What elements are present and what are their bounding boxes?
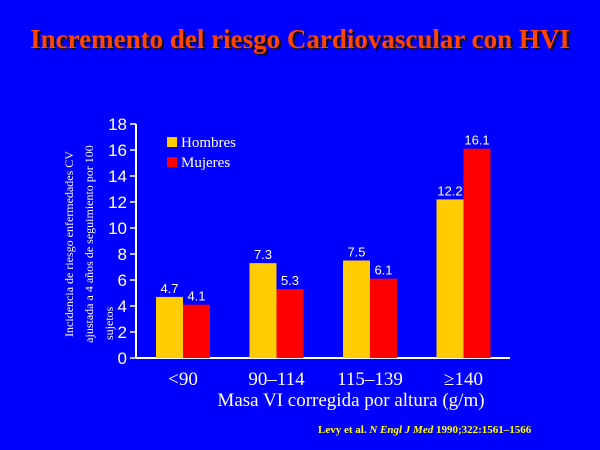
- chart-title: Incremento del riesgo Cardiovascular con…: [30, 24, 570, 54]
- data-label: 16.1: [464, 133, 489, 148]
- x-axis-label: Masa VI corregida por altura (g/m): [217, 390, 484, 411]
- data-label: 12.2: [437, 183, 462, 198]
- y-tick-label: 4: [118, 297, 127, 316]
- bar-hombres: [343, 260, 370, 358]
- y-axis-label-line: sujetos: [102, 306, 116, 340]
- y-tick-label: 2: [118, 323, 127, 342]
- y-axis-label-line: Incidencia de riesgo enfermedades CV: [62, 151, 76, 337]
- x-tick-label: ≥140: [444, 369, 483, 390]
- bar-hombres: [436, 199, 464, 358]
- data-label: 4.1: [187, 289, 205, 304]
- y-tick-label: 0: [118, 349, 127, 368]
- bar-mujeres: [276, 289, 304, 358]
- data-label: 5.3: [281, 273, 299, 288]
- citation-authors: Levy et al.: [318, 424, 367, 436]
- legend-swatch-mujeres: [167, 157, 177, 167]
- y-axis-label-line: ajustada a 4 años de seguimiento por 100: [82, 145, 96, 343]
- bar-hombres: [249, 263, 277, 358]
- data-label: 7.3: [254, 247, 272, 262]
- citation-journal: N Engl J Med: [369, 424, 434, 436]
- data-label: 6.1: [374, 263, 392, 278]
- bar-hombres: [156, 296, 183, 358]
- citation-reference: 1990;322:1561–1566: [435, 424, 532, 436]
- bar-mujeres: [183, 304, 210, 358]
- bar-mujeres: [463, 148, 491, 358]
- y-tick-label: 10: [108, 219, 127, 238]
- legend-label-mujeres: Mujeres: [181, 155, 230, 171]
- data-label: 7.5: [347, 245, 365, 260]
- bar-mujeres: [370, 278, 397, 358]
- legend-swatch-hombres: [167, 137, 177, 147]
- y-tick-label: 14: [108, 167, 127, 186]
- legend-label-hombres: Hombres: [181, 135, 236, 151]
- y-tick-label: 18: [108, 115, 127, 134]
- x-tick-label: <90: [168, 369, 198, 390]
- x-tick-label: 90–114: [248, 369, 305, 390]
- x-tick-label: 115–139: [337, 369, 403, 390]
- y-tick-label: 12: [108, 193, 127, 212]
- data-label: 4.7: [160, 281, 178, 296]
- y-tick-label: 16: [108, 141, 127, 160]
- y-tick-label: 6: [118, 271, 127, 290]
- y-tick-label: 8: [118, 245, 127, 264]
- citation: Levy et al. N Engl J Med 1990;322:1561–1…: [318, 424, 531, 436]
